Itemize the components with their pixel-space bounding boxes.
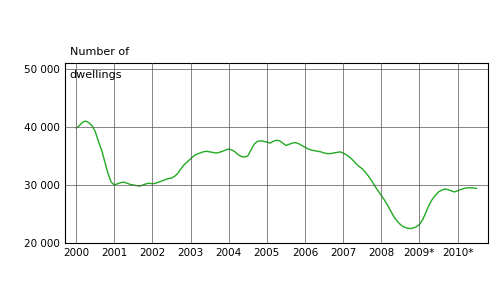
Text: dwellings: dwellings <box>70 70 122 80</box>
Text: Number of: Number of <box>70 47 129 57</box>
